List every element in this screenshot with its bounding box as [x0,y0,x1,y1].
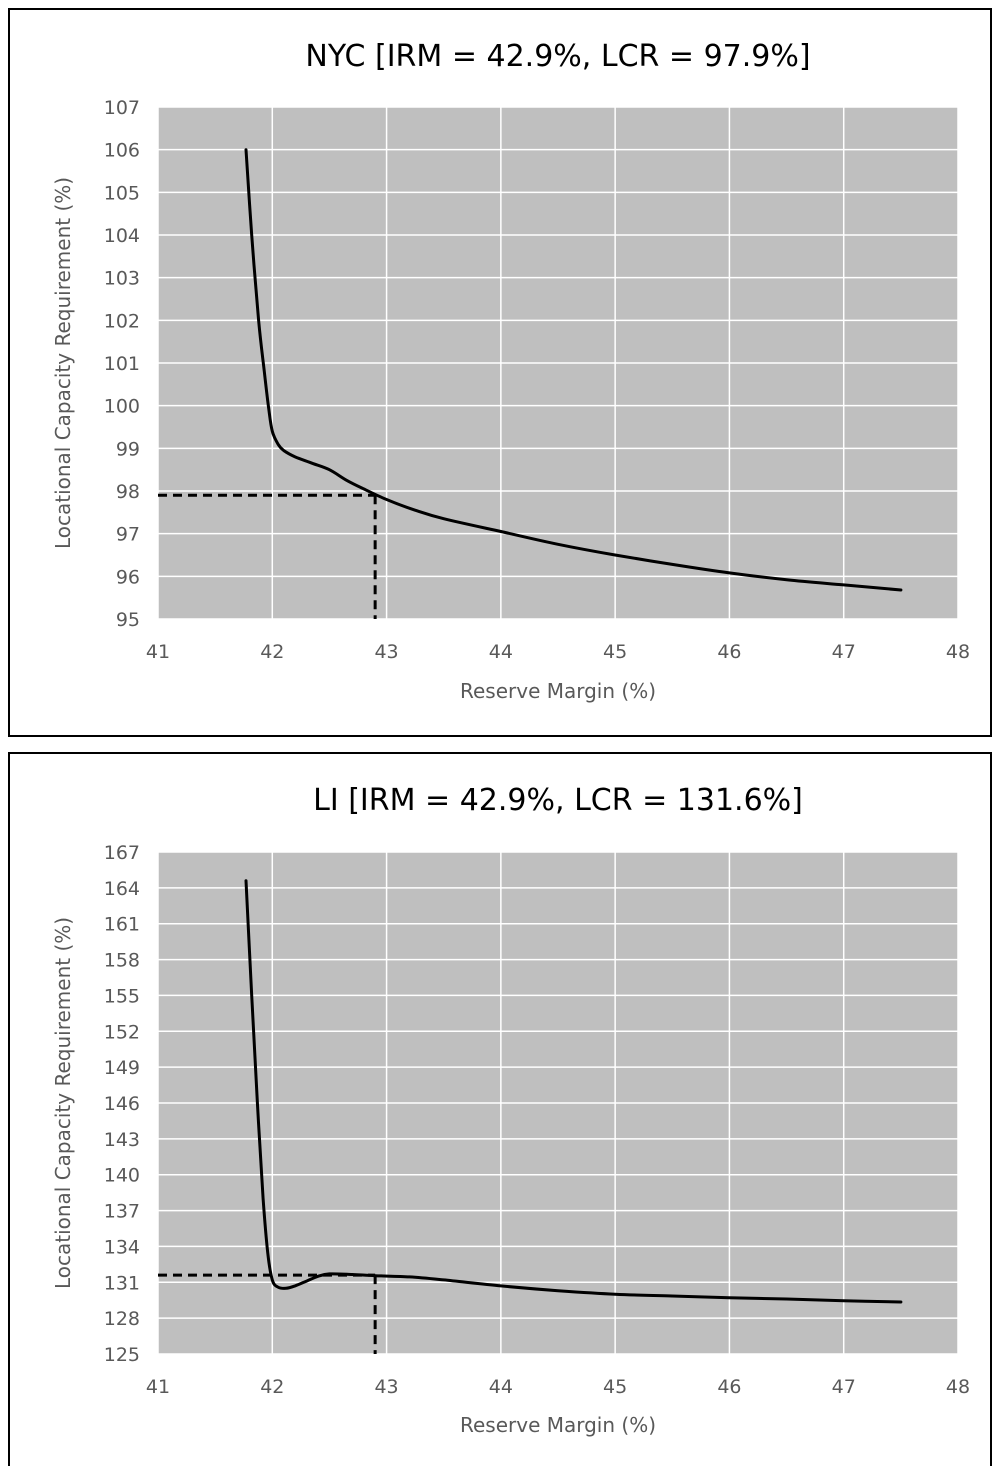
y-tick-label: 105 [104,182,140,204]
y-tick-label: 155 [104,985,140,1007]
y-tick-label: 98 [116,481,140,503]
x-tick-label: 44 [489,1376,513,1398]
y-tick-label: 102 [104,310,140,332]
chart-title: NYC [IRM = 42.9%, LCR = 97.9%] [305,39,810,74]
y-axis-title: Locational Capacity Requirement (%) [51,177,75,549]
x-tick-label: 42 [260,641,284,663]
chart-panel-nyc: NYC [IRM = 42.9%, LCR = 97.9%] 41 42 43 44 45… [8,8,992,737]
y-axis-title: Locational Capacity Requirement (%) [51,917,75,1289]
y-tick-label: 106 [104,140,140,162]
x-tick-label: 48 [946,641,970,663]
y-tick-label: 107 [104,97,140,119]
y-tick-label: 128 [104,1308,140,1330]
y-tick-label: 143 [104,1129,140,1151]
x-tick-label: 41 [146,641,170,663]
x-tick-label: 44 [489,641,513,663]
x-tick-label: 46 [717,641,741,663]
y-tick-label: 100 [104,396,140,418]
y-tick-label: 149 [104,1057,140,1079]
y-tick-label: 152 [104,1021,140,1043]
x-tick-label: 41 [146,1376,170,1398]
x-tick-label: 45 [603,1376,627,1398]
y-tick-label: 158 [104,950,140,972]
y-tick-label: 137 [104,1201,140,1223]
chart-nyc: NYC [IRM = 42.9%, LCR = 97.9%] 41 42 43 44 45… [51,39,970,703]
y-tick-label: 99 [116,438,140,460]
y-tick-label: 103 [104,268,140,290]
chart-li: LI [IRM = 42.9%, LCR = 131.6%] 41 42 43 44 45… [51,783,970,1437]
x-tick-label: 47 [832,1376,856,1398]
chart-panel-li: LI [IRM = 42.9%, LCR = 131.6%] 41 42 43 44 45… [8,752,992,1466]
y-tick-label: 96 [116,566,140,588]
series-line [244,879,903,1304]
x-tick-label: 42 [260,1376,284,1398]
chart-title: LI [IRM = 42.9%, LCR = 131.6%] [313,783,803,818]
y-tick-label: 131 [104,1272,140,1294]
x-tick-label: 48 [946,1376,970,1398]
y-tick-label: 104 [104,225,140,247]
y-tick-label: 161 [104,914,140,936]
y-tick-label: 97 [116,524,140,546]
y-tick-label: 125 [104,1344,140,1366]
series-line [244,148,903,592]
y-tick-label: 140 [104,1165,140,1187]
y-tick-label: 146 [104,1093,140,1115]
x-tick-label: 47 [832,641,856,663]
x-axis-title: Reserve Margin (%) [460,1413,656,1437]
x-tick-label: 45 [603,641,627,663]
y-tick-label: 164 [104,878,140,900]
x-tick-label: 43 [374,641,398,663]
x-tick-label: 46 [717,1376,741,1398]
x-tick-label: 43 [374,1376,398,1398]
x-axis-title: Reserve Margin (%) [460,679,656,703]
y-tick-label: 101 [104,353,140,375]
y-tick-label: 167 [104,842,140,864]
y-tick-label: 95 [116,609,140,631]
y-tick-label: 134 [104,1236,140,1258]
